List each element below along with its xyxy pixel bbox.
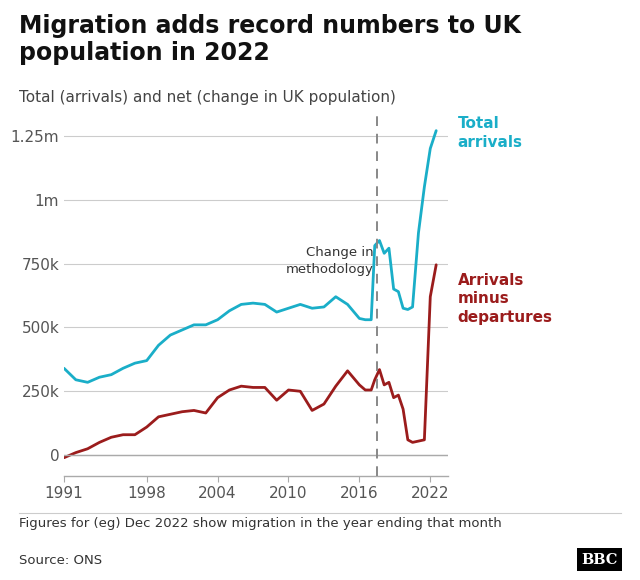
Text: Migration adds record numbers to UK
population in 2022: Migration adds record numbers to UK popu…: [19, 14, 521, 66]
Text: Total (arrivals) and net (change in UK population): Total (arrivals) and net (change in UK p…: [19, 90, 396, 105]
Text: Arrivals
minus
departures: Arrivals minus departures: [458, 273, 552, 325]
Text: Source: ONS: Source: ONS: [19, 554, 102, 567]
Text: Total
arrivals: Total arrivals: [458, 116, 523, 150]
Text: BBC: BBC: [581, 553, 618, 567]
Text: Figures for (eg) Dec 2022 show migration in the year ending that month: Figures for (eg) Dec 2022 show migration…: [19, 517, 502, 530]
Text: Change in
methodology: Change in methodology: [285, 245, 374, 276]
